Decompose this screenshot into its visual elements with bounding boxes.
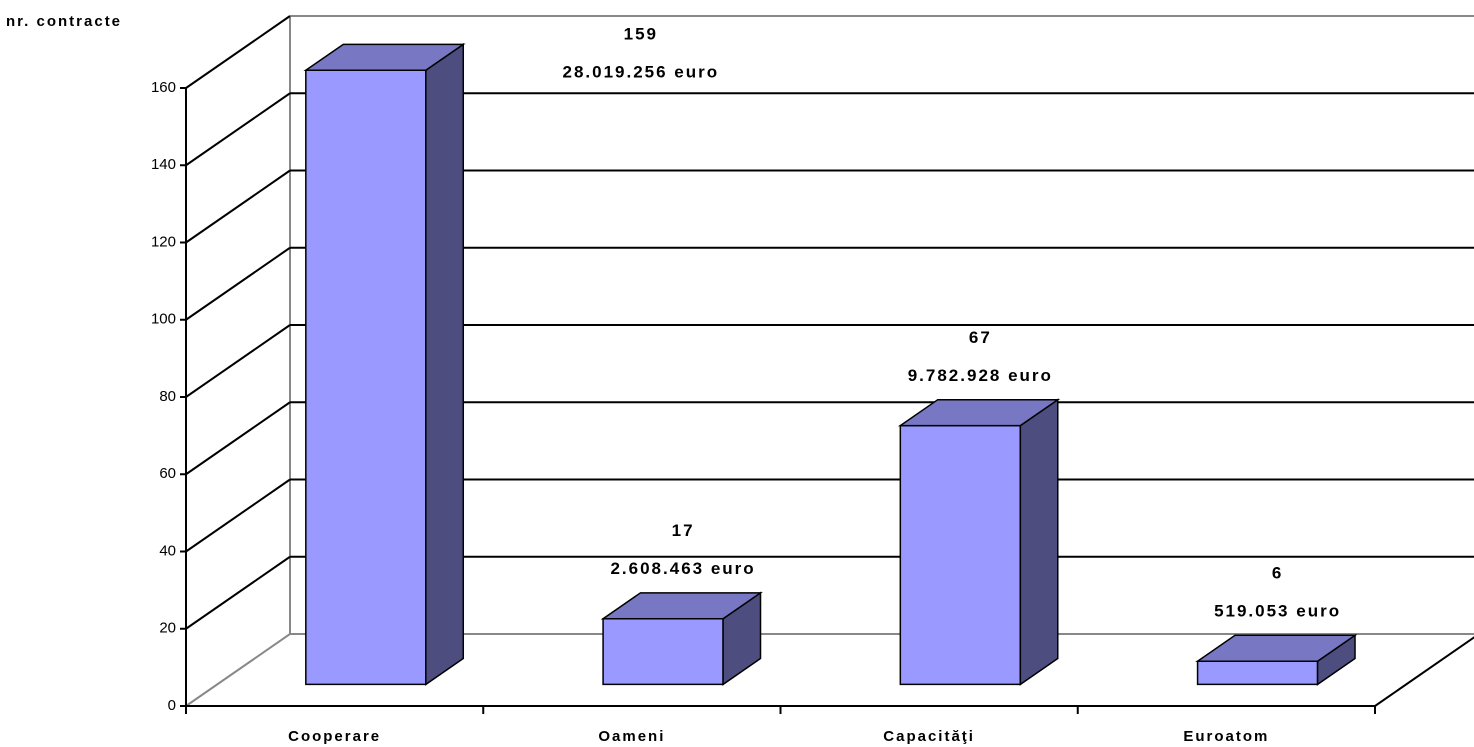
bar — [600, 591, 763, 686]
grid-line-side — [185, 92, 291, 167]
x-tick-label: Capacităţi — [883, 728, 975, 745]
grid-line-side — [185, 169, 291, 244]
y-tick-label: 120 — [151, 233, 176, 250]
bar-top — [1195, 634, 1358, 662]
y-tick-label: 0 — [168, 697, 176, 714]
y-tick-label: 20 — [159, 620, 176, 637]
y-tick-label: 140 — [151, 156, 176, 173]
grid-line-side — [185, 246, 291, 321]
value-label: 17 — [672, 521, 695, 540]
grid-line-side — [185, 15, 291, 89]
grid-line-side — [185, 324, 291, 398]
amount-label: 28.019.256 euro — [562, 62, 719, 81]
value-label: 67 — [969, 328, 992, 347]
value-label: 159 — [624, 24, 658, 43]
floor-left — [185, 633, 291, 707]
y-axis-label: nr. contracte — [6, 13, 122, 30]
x-tick-label: Cooperare — [288, 728, 381, 745]
grid-line-side — [185, 478, 291, 553]
grid-line-side — [185, 555, 291, 630]
bar-front — [602, 617, 724, 686]
bar-front — [899, 424, 1022, 686]
amount-label: 519.053 euro — [1214, 602, 1341, 621]
floor-right — [1374, 636, 1474, 707]
bar-top — [897, 398, 1061, 427]
y-tick-label: 100 — [151, 311, 176, 328]
bar-front — [1196, 660, 1319, 686]
grid-line-side — [185, 401, 291, 476]
y-tick-label: 160 — [151, 79, 176, 96]
x-tick-label: Euroatom — [1183, 728, 1269, 745]
bar — [897, 398, 1061, 686]
bar-side — [425, 42, 465, 686]
bar — [303, 42, 466, 686]
bar — [1195, 633, 1358, 686]
bar-top — [303, 43, 466, 72]
amount-label: 9.782.928 euro — [908, 366, 1053, 385]
bar-side — [1019, 398, 1059, 686]
amount-label: 2.608.463 euro — [610, 559, 755, 578]
bar-top — [600, 592, 763, 620]
bar-front — [305, 69, 427, 686]
y-tick-label: 40 — [159, 542, 176, 559]
value-label: 6 — [1272, 564, 1283, 583]
x-tick-label: Oameni — [598, 728, 665, 745]
y-tick-label: 60 — [159, 465, 176, 482]
y-tick-label: 80 — [159, 388, 176, 405]
